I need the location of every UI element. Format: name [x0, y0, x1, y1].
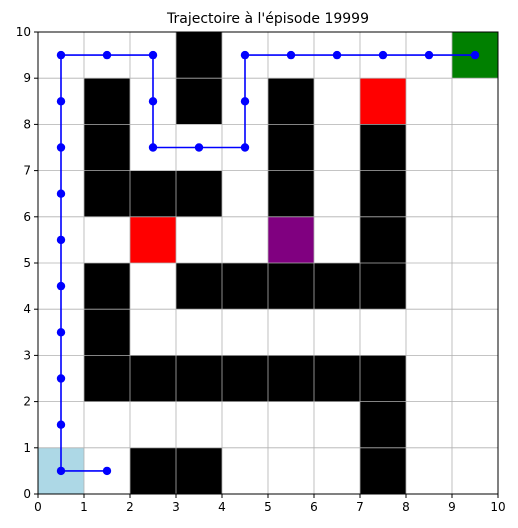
trajectory-line	[60, 54, 475, 472]
x-tick-label: 5	[264, 500, 272, 514]
wall-cell	[176, 170, 222, 217]
wall-cell	[314, 263, 360, 310]
trajectory-layer	[56, 50, 480, 476]
trajectory-point	[56, 281, 66, 291]
y-tick-label: 3	[23, 348, 31, 362]
wall-cell	[130, 355, 176, 402]
wall-cell	[268, 124, 314, 171]
trajectory-point	[424, 50, 434, 60]
x-tick-label: 4	[218, 500, 226, 514]
x-tick-label: 6	[310, 500, 318, 514]
wall-cell	[268, 355, 314, 402]
special-cell	[268, 216, 314, 263]
y-tick-label: 4	[23, 302, 31, 316]
chart-title: Trajectoire à l'épisode 19999	[166, 11, 369, 27]
x-tick-label: 3	[172, 500, 180, 514]
trajectory-point	[148, 50, 158, 60]
x-tick-label: 7	[356, 500, 364, 514]
trajectory-point	[286, 50, 296, 60]
x-tick-label: 0	[34, 500, 42, 514]
y-tick-label: 7	[23, 164, 31, 178]
y-tick-label: 8	[23, 117, 31, 131]
trajectory-point	[56, 50, 66, 60]
y-tick-label: 2	[23, 395, 31, 409]
wall-cell	[176, 32, 222, 79]
wall-cell	[84, 78, 130, 125]
trajectory-point	[240, 143, 250, 152]
wall-cell	[360, 401, 406, 448]
y-tick-label: 10	[16, 25, 31, 39]
y-tick-label: 1	[23, 441, 31, 455]
wall-cell	[176, 78, 222, 125]
trajectory-point	[56, 466, 66, 476]
trajectory-point	[332, 50, 342, 60]
y-tick-label: 9	[23, 71, 31, 85]
wall-cell	[314, 355, 360, 402]
ticks-layer: 0 1 2 3 4 5 6 7 8 9 10 0 1 2 3 4 5 6 7 8 9 10	[16, 25, 506, 514]
y-tick-label: 0	[23, 487, 31, 501]
x-tick-label: 8	[402, 500, 410, 514]
wall-cell	[268, 263, 314, 310]
wall-cell	[360, 170, 406, 217]
trajectory-point	[56, 374, 66, 383]
trajectory-point	[148, 97, 158, 106]
trap-cell	[360, 78, 406, 125]
wall-cell	[360, 447, 406, 494]
wall-cell	[130, 170, 176, 217]
trajectory-point	[56, 97, 66, 106]
wall-cell	[360, 124, 406, 171]
wall-cell	[130, 447, 176, 494]
x-tick-label: 1	[80, 500, 88, 514]
trajectory-point	[56, 189, 66, 198]
trajectory-point	[56, 143, 66, 152]
trajectory-point	[102, 50, 112, 60]
wall-cell	[84, 355, 130, 402]
y-tick-label: 6	[23, 210, 31, 224]
wall-cell	[84, 124, 130, 171]
trajectory-point	[56, 235, 66, 245]
x-tick-label: 2	[126, 500, 134, 514]
cells-layer	[38, 32, 498, 494]
y-tick-label: 5	[23, 256, 31, 270]
trajectory-point	[148, 143, 158, 152]
wall-cell	[360, 263, 406, 310]
wall-cell	[268, 170, 314, 217]
trajectory-point	[378, 50, 388, 60]
trajectory-point	[240, 50, 250, 60]
x-tick-label: 9	[448, 500, 456, 514]
wall-cell	[360, 216, 406, 263]
wall-cell	[176, 263, 222, 310]
wall-cell	[84, 309, 130, 356]
wall-cell	[222, 355, 268, 402]
wall-cell	[176, 447, 222, 494]
trajectory-point	[56, 420, 66, 429]
trajectory-point	[240, 97, 250, 106]
wall-cell	[268, 78, 314, 125]
wall-cell	[84, 170, 130, 217]
wall-cell	[360, 355, 406, 402]
trajectory-point	[56, 328, 66, 337]
trajectory-point	[102, 466, 112, 476]
wall-cell	[84, 263, 130, 310]
wall-cell	[176, 355, 222, 402]
trajectory-point	[194, 143, 204, 152]
grid-layer	[38, 32, 498, 494]
wall-cell	[222, 263, 268, 310]
trajectory-point	[470, 50, 480, 60]
x-tick-label: 10	[490, 500, 505, 514]
trap-cell	[130, 216, 176, 263]
